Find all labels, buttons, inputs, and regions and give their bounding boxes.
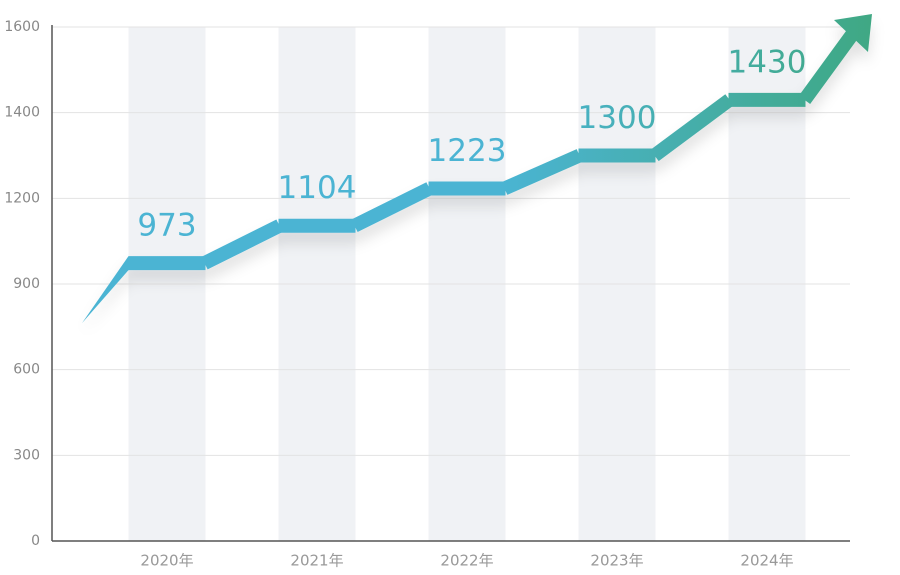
data-label: 1104 — [278, 170, 357, 206]
ribbon-connector — [201, 219, 283, 270]
ribbon-tail — [82, 256, 129, 324]
data-label: 1430 — [728, 44, 807, 80]
x-tick-label: 2021年 — [290, 552, 343, 570]
data-label: 973 — [137, 208, 196, 244]
y-tick-label: 1200 — [4, 190, 40, 206]
ribbon — [82, 14, 872, 324]
ribbon-connector — [650, 94, 734, 162]
x-tick-label: 2024年 — [740, 552, 793, 570]
data-label: 1223 — [428, 133, 507, 169]
y-tick-label: 300 — [13, 447, 40, 463]
y-tick-label: 900 — [13, 276, 40, 292]
y-tick-label: 0 — [31, 533, 40, 549]
x-tick-label: 2023年 — [590, 552, 643, 570]
x-tick-label: 2022年 — [440, 552, 493, 570]
y-tick-label: 1400 — [4, 105, 40, 121]
data-label: 1300 — [578, 100, 657, 136]
arrow-head — [834, 14, 872, 52]
ribbon-connector — [501, 149, 583, 195]
y-tick-label: 600 — [13, 362, 40, 378]
y-tick-label: 1600 — [4, 19, 40, 35]
x-tick-label: 2020年 — [140, 552, 193, 570]
ribbon-connector — [351, 182, 433, 233]
arrow-shaft — [798, 27, 860, 104]
